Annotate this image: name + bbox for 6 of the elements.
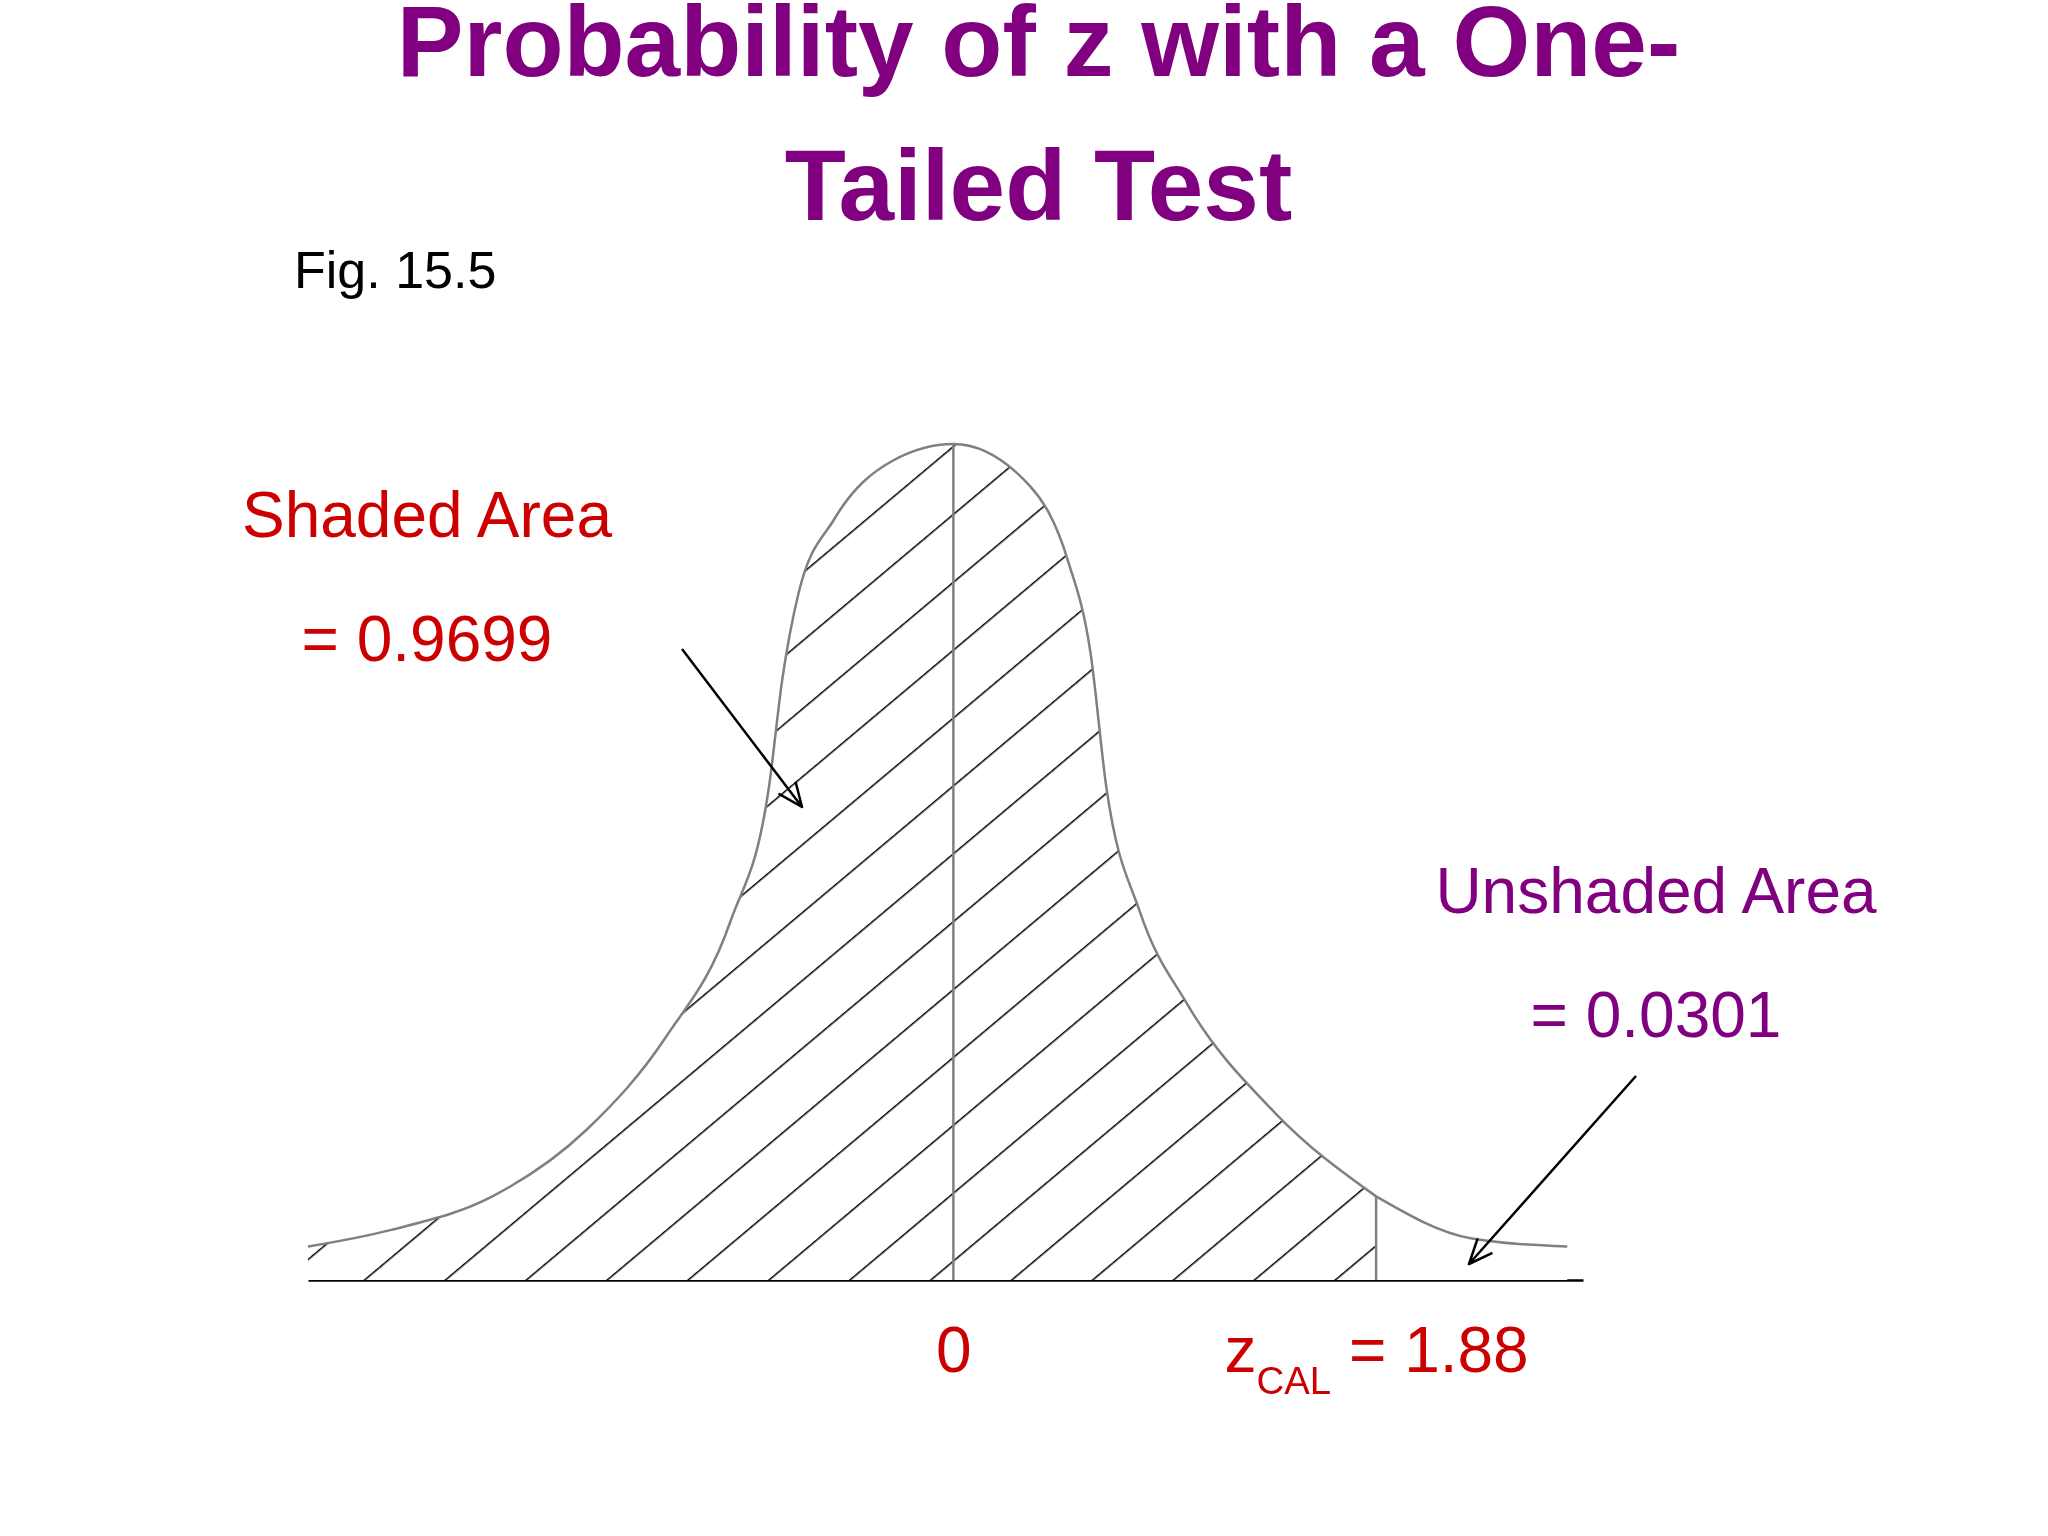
annotation: Shaded Area = 0.9699 <box>241 479 613 675</box>
x-tick-label: z$_{CAL}$ = 1.88 <box>1224 1313 1529 1401</box>
x-tick-label: 0 <box>936 1313 972 1386</box>
chart-title: Probability of z with a One-Tailed Test <box>396 0 1681 241</box>
caption: Fig. 15.5 <box>294 241 497 299</box>
annotation: Unshaded Area = 0.0301 <box>1435 855 1878 1051</box>
